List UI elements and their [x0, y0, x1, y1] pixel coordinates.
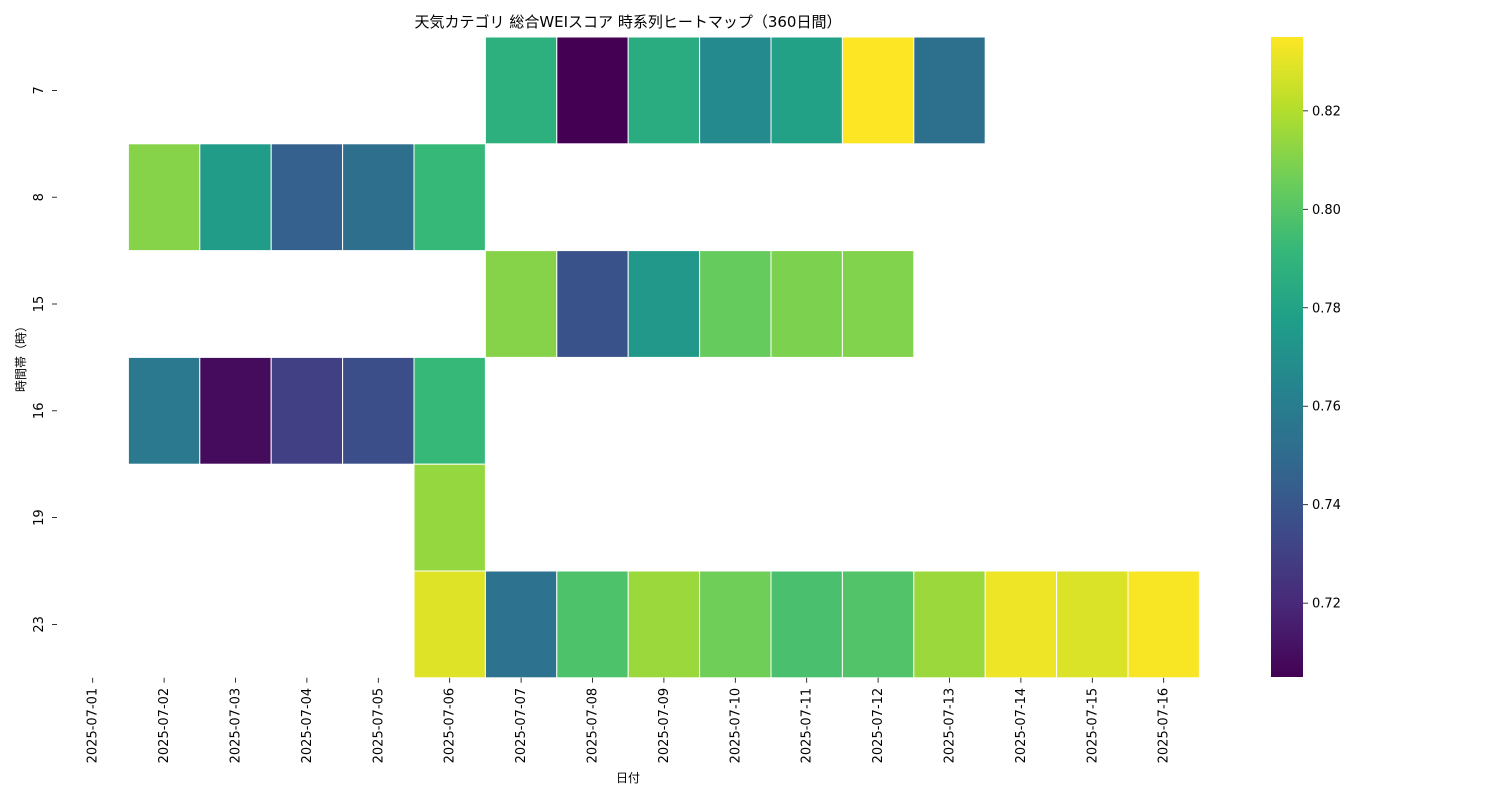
x-tick-label: 2025-07-13 [943, 688, 958, 764]
heatmap-cell [770, 250, 843, 358]
x-tick-label: 2025-07-05 [371, 688, 386, 764]
colorbar-tick-label: 0.74 [1312, 498, 1341, 513]
heatmap-cell [556, 250, 629, 358]
heatmap-cell [484, 250, 558, 358]
y-tick-label: 8 [32, 193, 47, 201]
heatmap-cell [270, 143, 344, 252]
heatmap-cells [127, 36, 1200, 679]
x-tick-label: 2025-07-02 [157, 688, 172, 764]
y-axis-label: 時間帯（時） [14, 320, 28, 392]
y-axis: 7 8 15 16 19 23 [32, 86, 57, 633]
heatmap-cell [699, 570, 772, 679]
heatmap-cell [627, 250, 701, 358]
colorbar-tick-label: 0.78 [1312, 301, 1341, 316]
y-tick-label: 16 [32, 403, 47, 420]
heatmap-cell [699, 250, 772, 358]
heatmap-cell [841, 570, 915, 679]
colorbar-tick-label: 0.80 [1312, 203, 1341, 218]
x-tick-label: 2025-07-14 [1014, 688, 1029, 764]
x-tick-label: 2025-07-15 [1085, 688, 1100, 764]
colorbar-gradient [1271, 37, 1303, 677]
x-tick-label: 2025-07-04 [300, 688, 315, 764]
heatmap-cell [913, 36, 986, 145]
x-tick-label: 2025-07-08 [586, 688, 601, 764]
heatmap-cell [413, 570, 486, 679]
heatmap-cell [556, 36, 629, 145]
heatmap-cell [1127, 570, 1200, 679]
heatmap-cell [770, 570, 843, 679]
heatmap-cell [199, 143, 272, 252]
heatmap-cell [484, 570, 558, 679]
colorbar-tick-label: 0.82 [1312, 104, 1341, 119]
heatmap-cell [127, 356, 201, 465]
colorbar-tick-label: 0.76 [1312, 400, 1341, 415]
heatmap-cell [342, 143, 415, 252]
x-axis: 2025-07-01 2025-07-02 2025-07-03 2025-07-04… [86, 677, 1172, 764]
x-tick-label: 2025-07-12 [871, 688, 886, 764]
heatmap-cell [841, 36, 915, 145]
x-tick-label: 2025-07-11 [800, 688, 815, 764]
y-tick-label: 15 [32, 296, 47, 313]
x-tick-label: 2025-07-10 [728, 688, 743, 764]
x-tick-label: 2025-07-09 [657, 688, 672, 764]
y-tick-label: 19 [32, 509, 47, 526]
heatmap-cell [556, 570, 629, 679]
heatmap-cell [413, 356, 486, 465]
heatmap-cell [413, 143, 486, 252]
x-axis-label: 日付 [616, 771, 640, 785]
x-tick-label: 2025-07-16 [1157, 688, 1172, 764]
x-tick-label: 2025-07-03 [229, 688, 244, 764]
x-tick-label: 2025-07-01 [86, 688, 101, 764]
y-tick-label: 23 [32, 616, 47, 633]
x-tick-label: 2025-07-07 [514, 688, 529, 764]
heatmap-cell [627, 36, 701, 145]
heatmap-cell [413, 463, 486, 572]
x-tick-label: 2025-07-06 [443, 688, 458, 764]
y-tick-label: 7 [32, 86, 47, 94]
chart-title: 天気カテゴリ 総合WEIスコア 時系列ヒートマップ（360日間） [415, 13, 842, 31]
colorbar: 0.72 0.74 0.76 0.78 0.80 0.82 [1271, 37, 1341, 677]
heatmap-cell [127, 143, 201, 252]
heatmap-cell [1056, 570, 1129, 679]
colorbar-tick-label: 0.72 [1312, 597, 1341, 612]
heatmap-cell [913, 570, 986, 679]
heatmap-cell [627, 570, 701, 679]
heatmap-cell [342, 356, 415, 465]
heatmap-cell [199, 356, 272, 465]
heatmap-cell [484, 36, 558, 145]
heatmap-cell [770, 36, 843, 145]
heatmap-cell [984, 570, 1058, 679]
heatmap-cell [270, 356, 344, 465]
heatmap-cell [699, 36, 772, 145]
heatmap-cell [841, 250, 915, 358]
